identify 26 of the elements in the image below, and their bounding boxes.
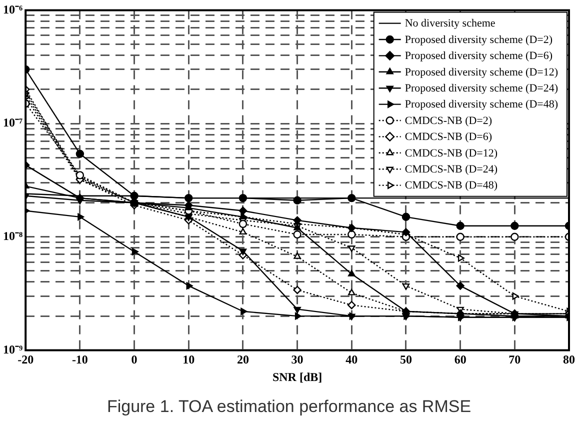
x-tick-label: 50 <box>400 352 412 366</box>
legend-label: CMDCS-NB (D=2) <box>404 114 492 127</box>
legend-label: Proposed diversity scheme (D=48) <box>404 98 558 111</box>
y-tick-label: 10⁻⁷ <box>2 116 23 130</box>
legend-label: No diversity scheme <box>404 18 496 30</box>
legend-label: Proposed diversity scheme (D=12) <box>404 66 558 78</box>
x-axis-title: SNR [dB] <box>272 370 322 384</box>
legend-label: CMDCS-NB (D=6) <box>404 131 492 144</box>
x-tick-label: 20 <box>236 352 249 366</box>
x-tick-label: 40 <box>346 352 358 366</box>
legend-label: CMDCS-NB (D=24) <box>404 163 498 176</box>
x-tick-label: 80 <box>563 352 575 366</box>
x-tick-label: 60 <box>454 352 466 366</box>
x-tick-label: 10 <box>182 352 195 366</box>
y-tick-label: 10⁻⁶ <box>2 2 23 16</box>
caption: Figure 1. TOA estimation performance as RMSE <box>106 397 472 417</box>
legend-label: Proposed diversity scheme (D=2) <box>404 34 553 46</box>
legend-label: Proposed diversity scheme (D=24) <box>404 82 558 94</box>
x-tick-label: -10 <box>72 352 88 366</box>
legend-label: CMDCS-NB (D=12) <box>404 147 498 160</box>
x-tick-label: 0 <box>131 352 138 366</box>
legend-label: Proposed diversity scheme (D=6) <box>404 50 553 62</box>
legend-label: CMDCS-NB (D=48) <box>404 180 498 192</box>
x-tick-label: 70 <box>508 352 521 366</box>
x-tick-label: 30 <box>291 352 304 366</box>
y-tick-label: 10⁻⁸ <box>2 228 23 243</box>
